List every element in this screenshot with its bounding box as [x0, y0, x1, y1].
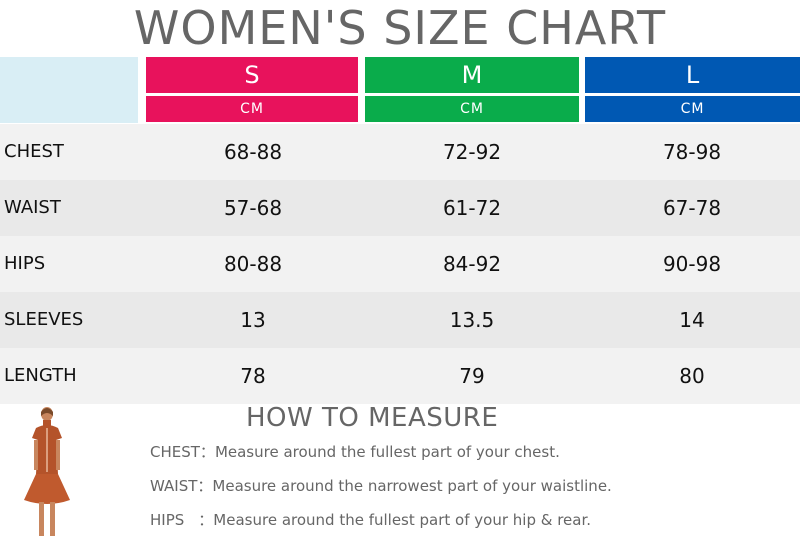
cell-l: 78-98: [662, 140, 722, 164]
measure-separator: ：: [197, 477, 213, 495]
measure-separator: ：: [199, 443, 215, 461]
cell-s: 78: [240, 364, 266, 388]
cell-m: 13.5: [449, 308, 495, 332]
cell-s: 57-68: [223, 196, 283, 220]
size-header-s: S: [146, 57, 358, 93]
measure-label: WAIST: [150, 477, 198, 495]
dress-model-image: [24, 407, 70, 536]
measure-separator: ：: [198, 511, 214, 529]
how-to-measure-heading: HOW TO MEASURE: [246, 403, 499, 433]
cell-m: 84-92: [442, 252, 502, 276]
header-corner-cell: [0, 57, 138, 123]
unit-header-l: CM: [585, 96, 800, 122]
measure-label: HIPS: [150, 511, 185, 529]
cell-s: 80-88: [223, 252, 283, 276]
unit-header-s: CM: [146, 96, 358, 122]
measure-text: Measure around the narrowest part of you…: [212, 477, 612, 495]
row-label: WAIST: [4, 197, 61, 218]
row-label: CHEST: [4, 141, 64, 162]
measure-line-waist: WAIST：Measure around the narrowest part …: [150, 476, 612, 496]
cell-s: 13: [240, 308, 266, 332]
page-title: WOMEN'S SIZE CHART: [133, 1, 667, 55]
cell-m: 72-92: [442, 140, 502, 164]
cell-l: 80: [679, 364, 705, 388]
row-label: HIPS: [4, 253, 46, 274]
row-label: LENGTH: [4, 365, 77, 386]
cell-m: 61-72: [442, 196, 502, 220]
cell-s: 68-88: [223, 140, 283, 164]
table-row-hips: HIPS 80-88 84-92 90-98: [0, 236, 800, 292]
cell-l: 67-78: [662, 196, 722, 220]
table-row-waist: WAIST 57-68 61-72 67-78: [0, 180, 800, 236]
table-row-sleeves: SLEEVES 13 13.5 14: [0, 292, 800, 348]
row-label: SLEEVES: [4, 309, 84, 330]
measure-label: CHEST: [150, 443, 200, 461]
measure-line-chest: CHEST：Measure around the fullest part of…: [150, 442, 560, 462]
measure-line-hips: HIPS ：Measure around the fullest part of …: [150, 510, 591, 530]
table-row-chest: CHEST 68-88 72-92 78-98: [0, 124, 800, 180]
table-row-length: LENGTH 78 79 80: [0, 348, 800, 404]
cell-l: 90-98: [662, 252, 722, 276]
unit-header-m: CM: [365, 96, 579, 122]
cell-m: 79: [459, 364, 485, 388]
measure-text: Measure around the fullest part of your …: [214, 443, 560, 461]
size-header-m: M: [365, 57, 579, 93]
cell-l: 14: [679, 308, 705, 332]
size-header-l: L: [585, 57, 800, 93]
measure-text: Measure around the fullest part of your …: [213, 511, 592, 529]
